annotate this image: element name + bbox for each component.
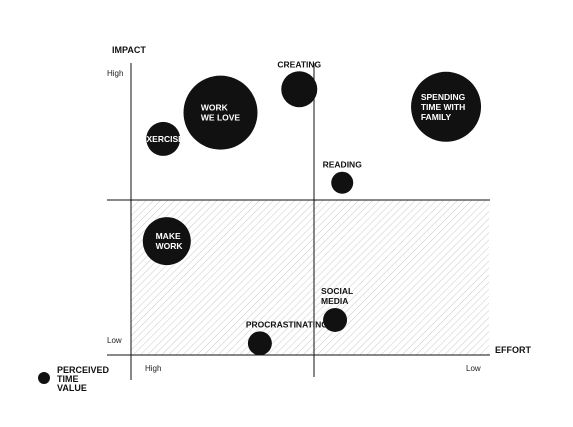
legend-dot	[38, 372, 50, 384]
x-tick-low: Low	[466, 364, 481, 373]
bubble-spending-time-label: SPENDING TIME WITH FAMILY	[421, 92, 466, 122]
bubble-make-work-label: MAKE WORK	[156, 231, 184, 251]
legend-label-line: TIME	[57, 374, 79, 384]
bubble-procrastinating-mark	[247, 331, 272, 356]
bubble-label-line: MAKE	[156, 231, 181, 241]
bubble-work-we-love-label: WORK WE LOVE	[201, 103, 241, 123]
bubble-label-line: WORK	[201, 103, 229, 113]
bubble-creating-mark	[281, 71, 318, 108]
bubble-exercise-mark	[146, 121, 181, 156]
bubble-spending-time: SPENDING TIME WITH FAMILY	[411, 71, 482, 142]
legend-label-line: PERCEIVED	[57, 365, 110, 375]
bubble-social-media-label: SOCIAL MEDIA	[321, 286, 353, 306]
bubble-label-line: SPENDING	[421, 92, 466, 102]
bubble-work-we-love: WORK WE LOVE	[183, 75, 258, 150]
bubble-spending-time-mark	[411, 71, 482, 142]
low-impact-hatched-region	[131, 200, 489, 355]
bubble-label-line: SOCIAL	[321, 286, 353, 296]
bubble-exercise: EXERCISE	[141, 121, 184, 156]
bubble-work-we-love-mark	[183, 75, 258, 150]
bubble-procrastinating-label: PROCRASTINATING	[246, 319, 328, 329]
bubble-reading-mark	[331, 171, 354, 194]
bubble-make-work-mark	[142, 217, 191, 266]
bubble-label-line: READING	[323, 160, 363, 170]
bubble-label-line: CREATING	[277, 59, 321, 69]
bubble-social-media-mark	[323, 307, 348, 332]
bubble-reading: READING	[323, 160, 363, 194]
bubble-label-line: EXERCISE	[141, 134, 184, 144]
bubble-social-media: SOCIAL MEDIA	[321, 286, 353, 332]
x-axis-title: EFFORT	[495, 345, 531, 355]
legend-label-line: VALUE	[57, 383, 87, 393]
bubble-label-line: WORK	[156, 241, 184, 251]
bubble-label-line: TIME WITH	[421, 102, 465, 112]
bubble-label-line: PROCRASTINATING	[246, 319, 328, 329]
legend-label: PERCEIVED TIME VALUE	[57, 365, 112, 393]
y-axis-title: IMPACT	[112, 45, 146, 55]
bubble-creating: CREATING	[277, 59, 322, 108]
bubble-label-line: WE LOVE	[201, 113, 241, 123]
y-tick-high: High	[107, 69, 123, 78]
bubble-label-line: MEDIA	[321, 296, 348, 306]
bubble-make-work: MAKE WORK	[142, 217, 191, 266]
bubble-procrastinating: PROCRASTINATING	[246, 319, 328, 356]
y-tick-low: Low	[107, 336, 122, 345]
bubble-exercise-label: EXERCISE	[141, 134, 184, 144]
x-tick-high: High	[145, 364, 161, 373]
bubble-creating-label: CREATING	[277, 59, 321, 69]
bubble-reading-label: READING	[323, 160, 363, 170]
legend: PERCEIVED TIME VALUE	[38, 365, 112, 393]
bubble-label-line: FAMILY	[421, 112, 452, 122]
